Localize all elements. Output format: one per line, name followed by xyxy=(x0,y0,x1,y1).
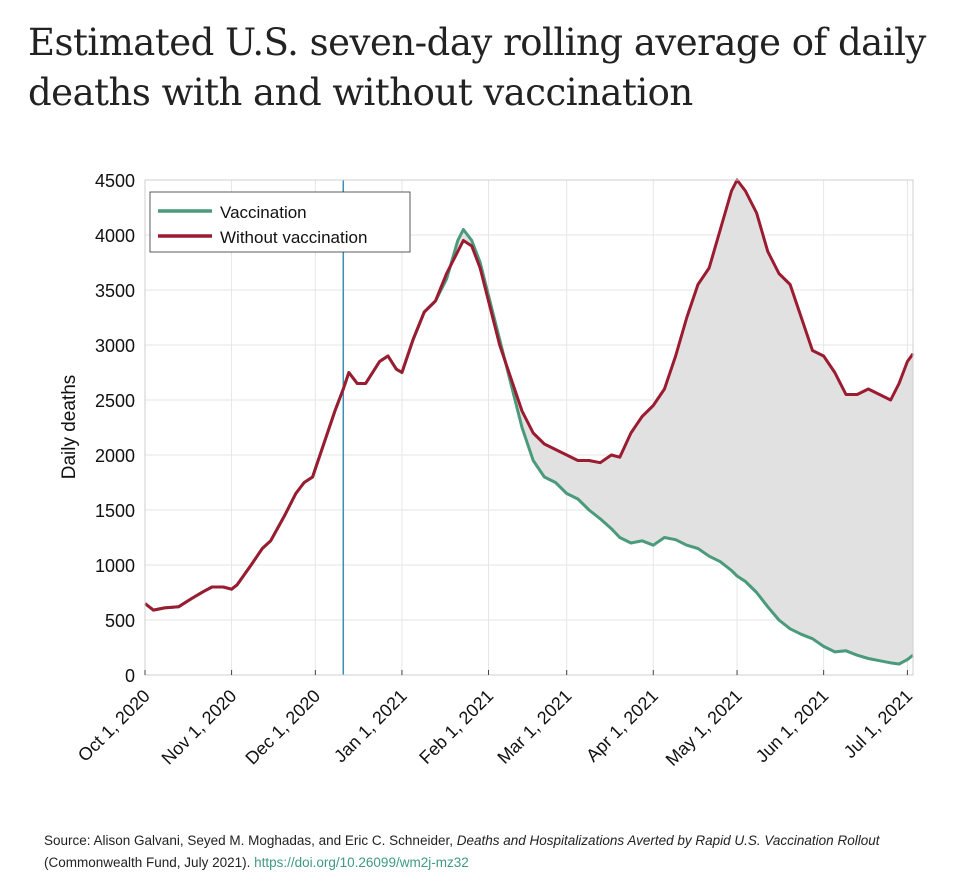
source-title: Deaths and Hospitalizations Averted by R… xyxy=(456,833,880,848)
source-note: Source: Alison Galvani, Seyed M. Moghada… xyxy=(44,830,964,874)
y-axis-label: Daily deaths xyxy=(59,375,80,480)
y-tick-label: 500 xyxy=(105,611,135,631)
x-tick-label: Dec 1, 2020 xyxy=(241,686,324,769)
x-tick-label: Mar 1, 2021 xyxy=(493,686,575,768)
chart-title: Estimated U.S. seven-day rolling average… xyxy=(28,21,926,114)
y-tick-label: 2000 xyxy=(95,446,135,466)
y-tick-label: 3500 xyxy=(95,281,135,301)
x-tick-label: Feb 1, 2021 xyxy=(415,686,497,768)
source-prefix: Source: Alison Galvani, Seyed M. Moghada… xyxy=(44,833,457,848)
source-link[interactable]: https://doi.org/10.26099/wm2j-mz32 xyxy=(254,855,469,870)
legend-label-vaccination: Vaccination xyxy=(220,203,307,222)
y-tick-label: 1500 xyxy=(95,501,135,521)
x-tick-label: Jul 1, 2021 xyxy=(840,686,916,762)
averted-deaths-area xyxy=(145,180,913,664)
y-tick-label: 1000 xyxy=(95,556,135,576)
x-tick-label: Oct 1, 2020 xyxy=(74,686,154,766)
y-tick-label: 0 xyxy=(125,666,135,686)
x-tick-label: Jan 1, 2021 xyxy=(330,686,411,767)
x-tick-label: Jun 1, 2021 xyxy=(752,686,833,767)
y-tick-label: 4000 xyxy=(95,226,135,246)
x-tick-label: Nov 1, 2020 xyxy=(158,686,241,769)
y-tick-label: 3000 xyxy=(95,336,135,356)
series-line-without-vaccination xyxy=(144,178,915,612)
plot-frame xyxy=(144,179,914,676)
x-tick-label: Apr 1, 2021 xyxy=(582,686,662,766)
x-tick-label: May 1, 2021 xyxy=(662,686,746,770)
source-suffix: (Commonwealth Fund, July 2021). xyxy=(44,855,255,870)
legend: Vaccination Without vaccination xyxy=(149,191,411,253)
y-tick-label: 4500 xyxy=(95,171,135,191)
y-tick-label: 2500 xyxy=(95,391,135,411)
legend-label-without-vaccination: Without vaccination xyxy=(220,228,367,247)
